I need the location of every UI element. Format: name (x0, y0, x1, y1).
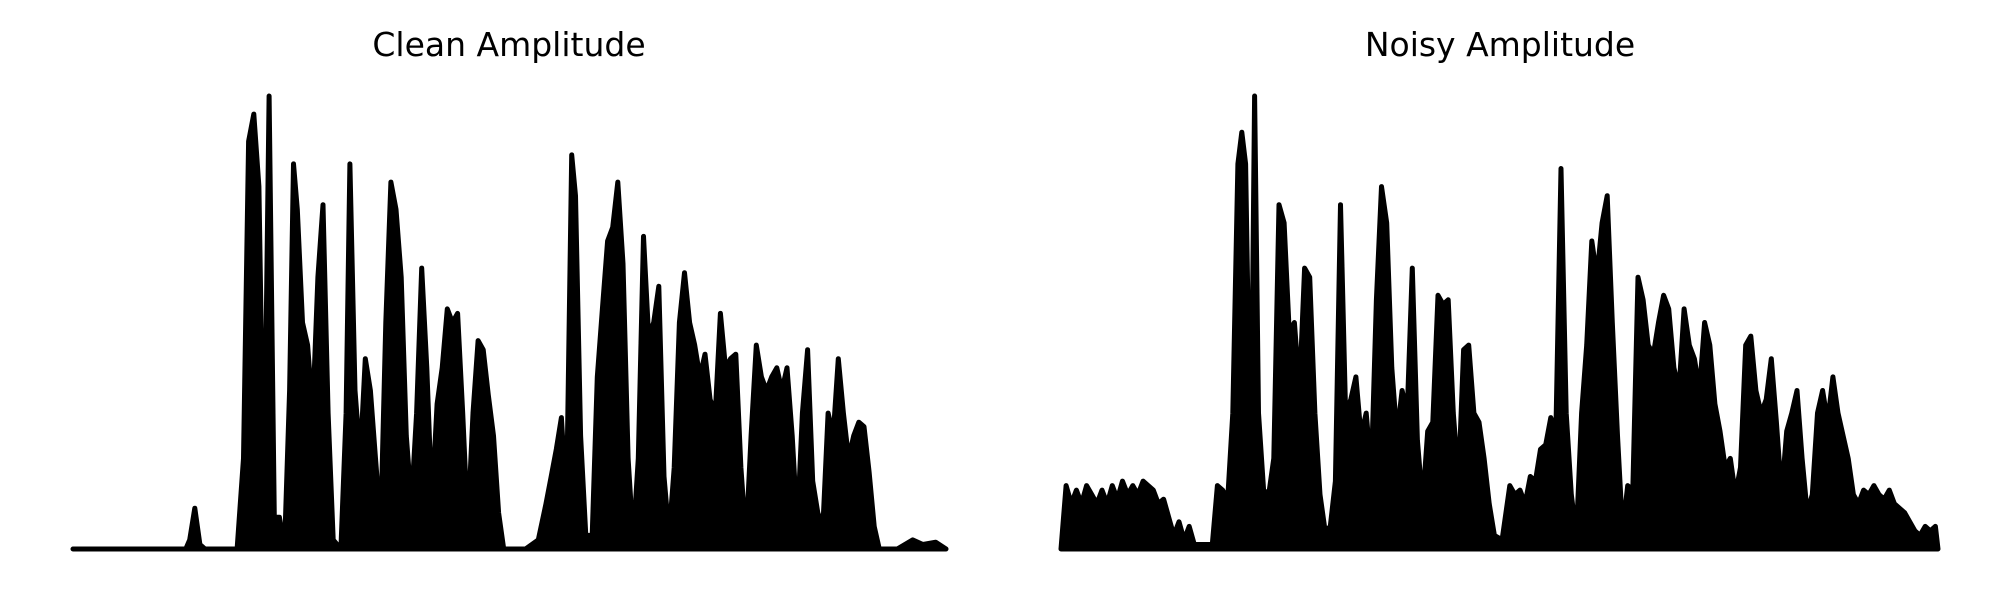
chart-title: Clean Amplitude (372, 25, 645, 64)
chart-title: Noisy Amplitude (1365, 25, 1635, 64)
amplitude-area (70, 93, 949, 552)
amplitude-area (1058, 93, 1941, 552)
